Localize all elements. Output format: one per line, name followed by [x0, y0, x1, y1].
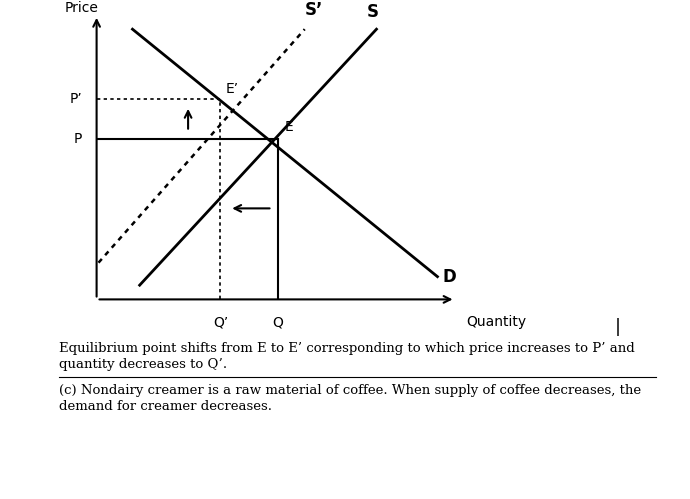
Text: P: P: [74, 132, 82, 146]
Text: Price: Price: [64, 1, 98, 15]
Text: P’: P’: [70, 92, 82, 106]
Text: E: E: [285, 120, 294, 134]
Text: demand for creamer decreases.: demand for creamer decreases.: [59, 400, 272, 413]
Text: E’: E’: [226, 82, 239, 96]
Text: quantity decreases to Q’.: quantity decreases to Q’.: [59, 358, 227, 371]
Text: Quantity: Quantity: [466, 315, 526, 329]
Text: D: D: [443, 267, 457, 285]
Text: S: S: [367, 2, 379, 20]
Text: Equilibrium point shifts from E to E’ corresponding to which price increases to : Equilibrium point shifts from E to E’ co…: [59, 342, 634, 355]
Text: S’: S’: [304, 1, 323, 19]
Text: Q’: Q’: [213, 315, 228, 329]
Text: (c) Nondairy creamer is a raw material of coffee. When supply of coffee decrease: (c) Nondairy creamer is a raw material o…: [59, 384, 641, 397]
Text: |: |: [615, 318, 620, 336]
Text: Q: Q: [273, 315, 283, 329]
